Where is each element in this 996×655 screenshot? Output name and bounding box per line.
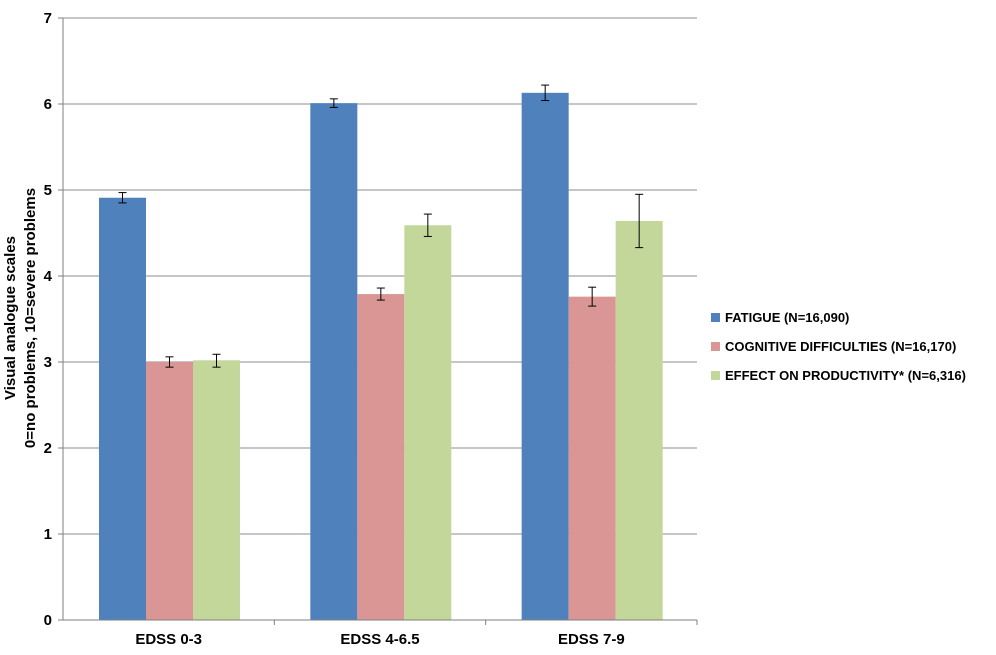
legend-label: EFFECT ON PRODUCTIVITY* (N=6,316): [725, 368, 966, 383]
y-axis-title-line-1: Visual analogue scales: [2, 236, 19, 400]
legend-label: FATIGUE (N=16,090): [725, 310, 849, 325]
bar: [357, 294, 405, 620]
x-tick-label: EDSS 7-9: [558, 631, 625, 648]
bar: [521, 92, 569, 620]
legend-swatch: [711, 342, 720, 351]
error-bars: [118, 84, 644, 368]
y-axis-title-line-2: 0=no problems, 10=severe problems: [22, 188, 39, 448]
bar: [568, 296, 616, 620]
y-tick-label: 3: [44, 354, 52, 371]
legend-swatch: [711, 371, 720, 380]
bar: [404, 225, 452, 620]
bar: [615, 220, 663, 620]
axes: [58, 17, 698, 625]
y-tick-label: 5: [44, 182, 52, 199]
y-tick-label: 0: [44, 612, 52, 629]
bar: [310, 103, 358, 620]
y-axis-title: Visual analogue scales 0=no problems, 10…: [2, 188, 39, 448]
bar: [146, 362, 193, 620]
x-tick-labels: EDSS 0-3 EDSS 4-6.5 EDSS 7-9: [135, 631, 624, 648]
y-tick-label: 2: [44, 440, 52, 457]
x-tick-label: EDSS 0-3: [135, 631, 202, 648]
y-tick-label: 6: [44, 96, 52, 113]
x-tick-label: EDSS 4-6.5: [340, 631, 419, 648]
bars: [99, 92, 663, 621]
y-tick-label: 4: [44, 268, 53, 285]
y-tick-label: 1: [44, 526, 52, 543]
bar: [99, 197, 146, 621]
y-tick-label: 7: [44, 10, 52, 27]
legend: FATIGUE (N=16,090) COGNITIVE DIFFICULTIES…: [711, 310, 966, 383]
bar: [193, 360, 240, 620]
legend-label: COGNITIVE DIFFICULTIES (N=16,170): [725, 339, 956, 354]
legend-swatch: [711, 313, 720, 322]
y-tick-labels: 0 1 2 3 4 5 6 7: [44, 10, 53, 629]
